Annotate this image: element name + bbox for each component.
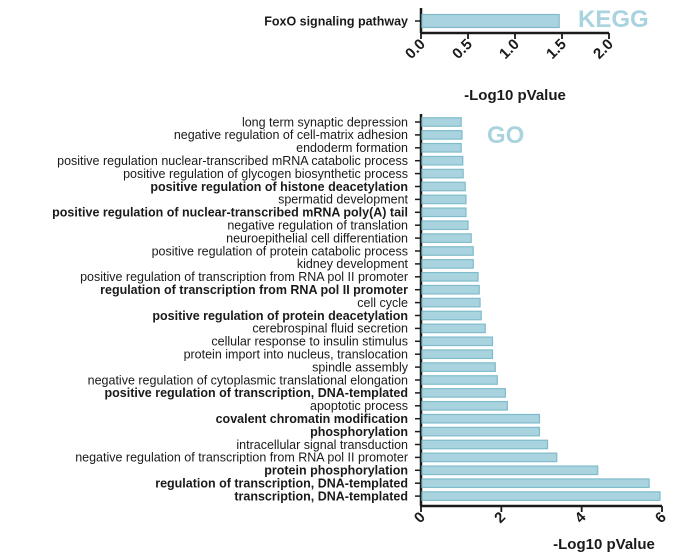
bar [421,439,549,450]
x-tick-label: 0.0 [402,36,429,63]
bar [421,426,541,437]
category-label: spermatid development [278,193,408,207]
category-label: apoptotic process [310,399,408,413]
bar [421,375,498,385]
category-label: long term synaptic depression [242,115,408,129]
chart-title: KEGG [578,6,649,33]
bar [421,310,482,321]
bar [421,478,650,489]
category-label: regulation of transcription from RNA pol… [100,283,408,297]
chart-title: GO [487,122,524,149]
bar [421,168,464,179]
bar [421,194,467,205]
category-label: positive regulation of glycogen biosynth… [123,167,408,181]
bar [421,400,508,411]
bar [421,271,479,282]
bar [421,362,496,372]
category-label: cellular response to insulin stimulus [211,335,408,349]
category-label: kidney development [297,257,409,271]
bar [421,259,474,269]
category-label: cerebrospinal fluid secretion [252,322,408,336]
bar [421,336,494,347]
bar [421,142,462,153]
bar [421,13,560,29]
category-label: covalent chromatin modification [216,412,408,426]
bar [421,117,462,127]
bar [421,297,481,308]
category-label: intracellular signal transduction [236,438,408,452]
x-tick-label: 1.5 [543,36,570,63]
category-label: positive regulation of histone deacetyla… [150,180,408,194]
category-label: spindle assembly [312,360,409,374]
category-label: endoderm formation [296,141,408,155]
category-label: positive regulation of transcription, DN… [105,386,409,400]
bar [421,181,466,192]
bar [421,452,558,463]
category-label: positive regulation of transcription fro… [80,270,408,284]
bar [421,413,541,424]
bar [421,284,480,295]
category-label: phosphorylation [310,425,408,439]
category-label: negative regulation of cell-matrix adhes… [174,128,408,142]
category-label: protein phosphorylation [264,464,408,478]
category-label: FoxO signaling pathway [264,14,408,28]
bar [421,349,494,360]
bar [421,207,467,218]
category-label: negative regulation of transcription fro… [75,451,408,465]
category-label: protein import into nucleus, translocati… [184,348,408,362]
bar [421,465,599,476]
category-label: negative regulation of cytoplasmic trans… [88,373,408,387]
x-tick-label: 1.0 [496,36,523,63]
category-label: neuroepithelial cell differentiation [226,231,408,245]
category-label: negative regulation of translation [227,219,408,233]
x-axis-label: -Log10 pValue [464,87,566,104]
bar [421,323,486,334]
bar [421,130,463,140]
category-label: regulation of transcription, DNA-templat… [155,477,408,491]
category-label: cell cycle [357,296,408,310]
x-tick-label: 0 [411,509,429,527]
category-label: transcription, DNA-templated [234,489,408,503]
bar [421,246,474,256]
bar [421,155,464,166]
category-label: positive regulation of protein catabolic… [152,244,408,258]
x-tick-label: 2.0 [590,36,617,63]
x-axis-label: -Log10 pValue [553,536,655,553]
bar [421,233,472,243]
x-tick-label: 2 [491,509,509,527]
category-label: positive regulation nuclear-transcribed … [57,154,408,168]
category-label: positive regulation of protein deacetyla… [152,309,408,323]
bar [421,220,469,231]
x-tick-label: 6 [652,509,670,527]
x-tick-label: 0.5 [449,36,476,63]
category-label: positive regulation of nuclear-transcrib… [52,206,408,220]
bar [421,388,506,398]
bar [421,491,661,501]
